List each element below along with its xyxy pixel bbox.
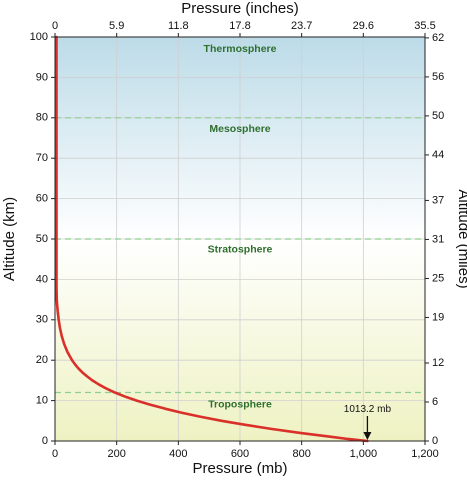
x-tick-label-bottom: 400 xyxy=(169,448,187,460)
y-axis-title-right: Altitude (miles) xyxy=(455,189,467,288)
y-tick-label-right: 62 xyxy=(432,32,444,44)
y-tick-label-right: 50 xyxy=(432,110,444,122)
x-tick-label-bottom: 600 xyxy=(231,448,249,460)
layer-label-troposphere: Troposphere xyxy=(208,398,272,410)
y-tick-label-right: 25 xyxy=(432,272,444,284)
y-tick-label-left: 60 xyxy=(36,193,48,205)
pressure-curve xyxy=(55,35,369,443)
y-tick-label-right: 0 xyxy=(432,435,438,447)
x-tick-label-top: 29.6 xyxy=(353,20,374,32)
x-tick-label-bottom: 800 xyxy=(292,448,310,460)
x-tick-label-top: 0 xyxy=(52,20,58,32)
x-tick-label-top: 11.8 xyxy=(168,20,189,32)
x-tick-label-top: 23.7 xyxy=(291,20,312,32)
y-tick-label-right: 44 xyxy=(432,149,444,161)
y-tick-label-left: 10 xyxy=(36,395,48,407)
x-tick-label-bottom: 1,000 xyxy=(350,448,378,460)
layer-label-mesosphere: Mesosphere xyxy=(209,123,270,135)
surface-pressure-label: 1013.2 mb xyxy=(344,404,392,415)
y-tick-label-right: 56 xyxy=(432,71,444,83)
x-tick-label-bottom: 200 xyxy=(107,448,125,460)
y-tick-label-left: 0 xyxy=(42,435,48,447)
x-tick-label-top: 5.9 xyxy=(109,20,124,32)
y-tick-label-left: 90 xyxy=(36,71,48,83)
y-tick-label-right: 6 xyxy=(432,396,438,408)
y-axis-title-left: Altitude (km) xyxy=(1,197,18,281)
y-tick-label-left: 40 xyxy=(36,273,48,285)
x-axis-title-top: Pressure (inches) xyxy=(181,0,299,17)
surface-pressure-annotation: 1013.2 mb xyxy=(344,404,392,440)
y-tick-label-right: 31 xyxy=(432,233,444,245)
y-tick-label-left: 20 xyxy=(36,354,48,366)
surface-pressure-arrow-head xyxy=(363,432,372,440)
layer-labels: Troposphere Stratosphere Mesosphere Thermos… xyxy=(204,43,277,411)
y-tick-label-left: 30 xyxy=(36,314,48,326)
layer-label-stratosphere: Stratosphere xyxy=(208,244,273,256)
x-tick-label-top: 35.5 xyxy=(414,20,435,32)
y-tick-label-left: 100 xyxy=(30,31,48,43)
x-axis-title-bottom: Pressure (mb) xyxy=(192,460,287,477)
x-tick-label-top: 17.8 xyxy=(229,20,250,32)
x-tick-label-bottom: 0 xyxy=(52,448,58,460)
y-tick-label-right: 19 xyxy=(432,311,444,323)
y-tick-label-left: 50 xyxy=(36,233,48,245)
y-tick-label-right: 37 xyxy=(432,194,444,206)
y-tick-label-right: 12 xyxy=(432,357,444,369)
y-tick-label-left: 80 xyxy=(36,112,48,124)
layer-label-thermosphere: Thermosphere xyxy=(204,43,277,55)
y-tick-label-left: 70 xyxy=(36,152,48,164)
x-tick-label-bottom: 1,200 xyxy=(411,448,439,460)
